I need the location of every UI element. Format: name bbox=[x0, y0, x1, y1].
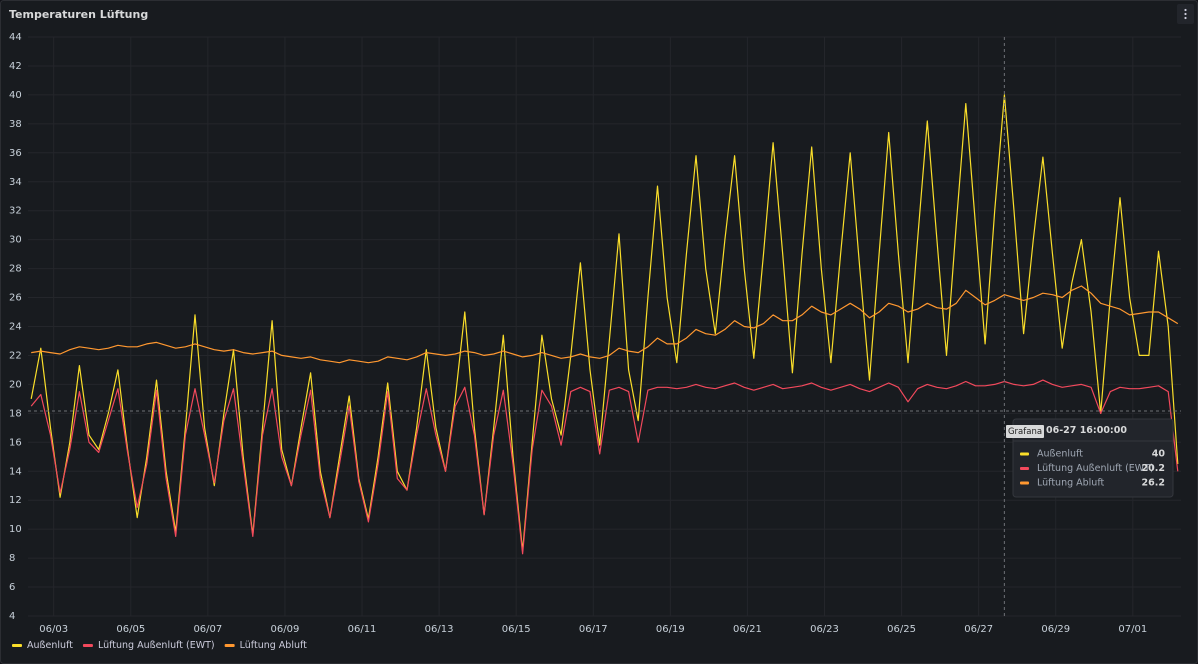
x-tick-label: 06/15 bbox=[502, 624, 531, 635]
y-tick-label: 12 bbox=[9, 495, 22, 506]
y-tick-label: 14 bbox=[9, 466, 22, 477]
tooltip-box bbox=[1012, 418, 1174, 498]
y-tick-label: 20 bbox=[9, 379, 22, 390]
x-tick-label: 06/21 bbox=[733, 624, 762, 635]
y-tick-label: 16 bbox=[9, 437, 22, 448]
x-tick-label: 06/19 bbox=[656, 624, 685, 635]
menu-dot bbox=[1184, 16, 1187, 20]
tooltip-name: Lüftung Abluft bbox=[1037, 478, 1105, 489]
legend: Außenluft Lüftung Außenluft (EWT) Lüftung … bbox=[12, 640, 307, 651]
badge-label: Grafana bbox=[1008, 427, 1042, 437]
y-tick-label: 32 bbox=[9, 206, 22, 217]
y-tick-label: 40 bbox=[9, 90, 22, 101]
grid: 4 6 8 10 12 14 16 18 20 22 24 26 28 30 32 34 36 38 40 42 44 0… bbox=[9, 32, 1181, 635]
legend-label: Außenluft bbox=[27, 640, 73, 651]
y-tick-label: 44 bbox=[9, 32, 22, 43]
x-tick-label: 06/27 bbox=[964, 624, 993, 635]
x-tick-label: 06/23 bbox=[810, 624, 839, 635]
y-tick-label: 28 bbox=[9, 264, 22, 275]
x-tick-label: 06/25 bbox=[887, 624, 916, 635]
tooltip-swatch bbox=[1020, 452, 1029, 456]
y-tick-label: 30 bbox=[9, 235, 22, 246]
menu-dot bbox=[1184, 8, 1187, 12]
y-tick-label: 18 bbox=[9, 408, 22, 419]
series-line bbox=[30, 379, 1179, 555]
legend-swatch bbox=[82, 644, 93, 647]
panel-menu[interactable] bbox=[1177, 4, 1194, 24]
legend-label: Lüftung Außenluft (EWT) bbox=[98, 640, 215, 651]
x-tick-label: 07/01 bbox=[1118, 624, 1147, 635]
legend-swatch bbox=[12, 644, 22, 647]
tooltip-swatch bbox=[1020, 467, 1029, 470]
tooltip-value: 40 bbox=[1152, 449, 1166, 460]
tooltip-value: 26.2 bbox=[1142, 478, 1165, 489]
tooltip-swatch bbox=[1020, 481, 1029, 485]
tooltip-name: Lüftung Außenluft (EWT) bbox=[1037, 463, 1154, 474]
menu-dot bbox=[1184, 12, 1187, 16]
tooltip-time: 06-27 16:00:00 bbox=[1046, 425, 1127, 436]
y-tick-label: 26 bbox=[9, 293, 22, 304]
y-tick-label: 4 bbox=[9, 611, 15, 622]
x-tick-label: 06/29 bbox=[1041, 624, 1070, 635]
legend-label: Lüftung Abluft bbox=[240, 640, 308, 651]
tooltip: 06-27 16:00:00 Grafana Außenluft 40 Lüftung … bbox=[1003, 37, 1174, 616]
series-line bbox=[31, 285, 1179, 364]
y-tick-label: 42 bbox=[9, 61, 22, 72]
y-tick-label: 22 bbox=[9, 350, 22, 361]
panel-title: Temperaturen Lüftung bbox=[9, 8, 148, 21]
x-tick-label: 06/05 bbox=[116, 624, 145, 635]
x-tick-label: 06/17 bbox=[579, 624, 608, 635]
y-tick-label: 34 bbox=[9, 177, 22, 188]
x-tick-label: 06/13 bbox=[425, 624, 454, 635]
badge-bg bbox=[1006, 425, 1044, 438]
x-tick-label: 06/11 bbox=[348, 624, 377, 635]
legend-swatch bbox=[224, 644, 235, 647]
y-tick-label: 38 bbox=[9, 119, 22, 130]
y-tick-label: 24 bbox=[9, 322, 22, 333]
y-tick-label: 6 bbox=[9, 582, 15, 593]
x-tick-label: 06/07 bbox=[193, 624, 222, 635]
x-tick-label: 06/03 bbox=[39, 624, 68, 635]
y-tick-label: 8 bbox=[9, 553, 15, 564]
y-tick-label: 10 bbox=[9, 524, 22, 535]
series-line bbox=[30, 94, 1179, 552]
y-tick-label: 36 bbox=[9, 148, 22, 159]
tooltip-name: Außenluft bbox=[1037, 449, 1083, 460]
tooltip-value: 20.2 bbox=[1142, 463, 1165, 474]
plot bbox=[30, 94, 1179, 555]
x-tick-label: 06/09 bbox=[271, 624, 300, 635]
